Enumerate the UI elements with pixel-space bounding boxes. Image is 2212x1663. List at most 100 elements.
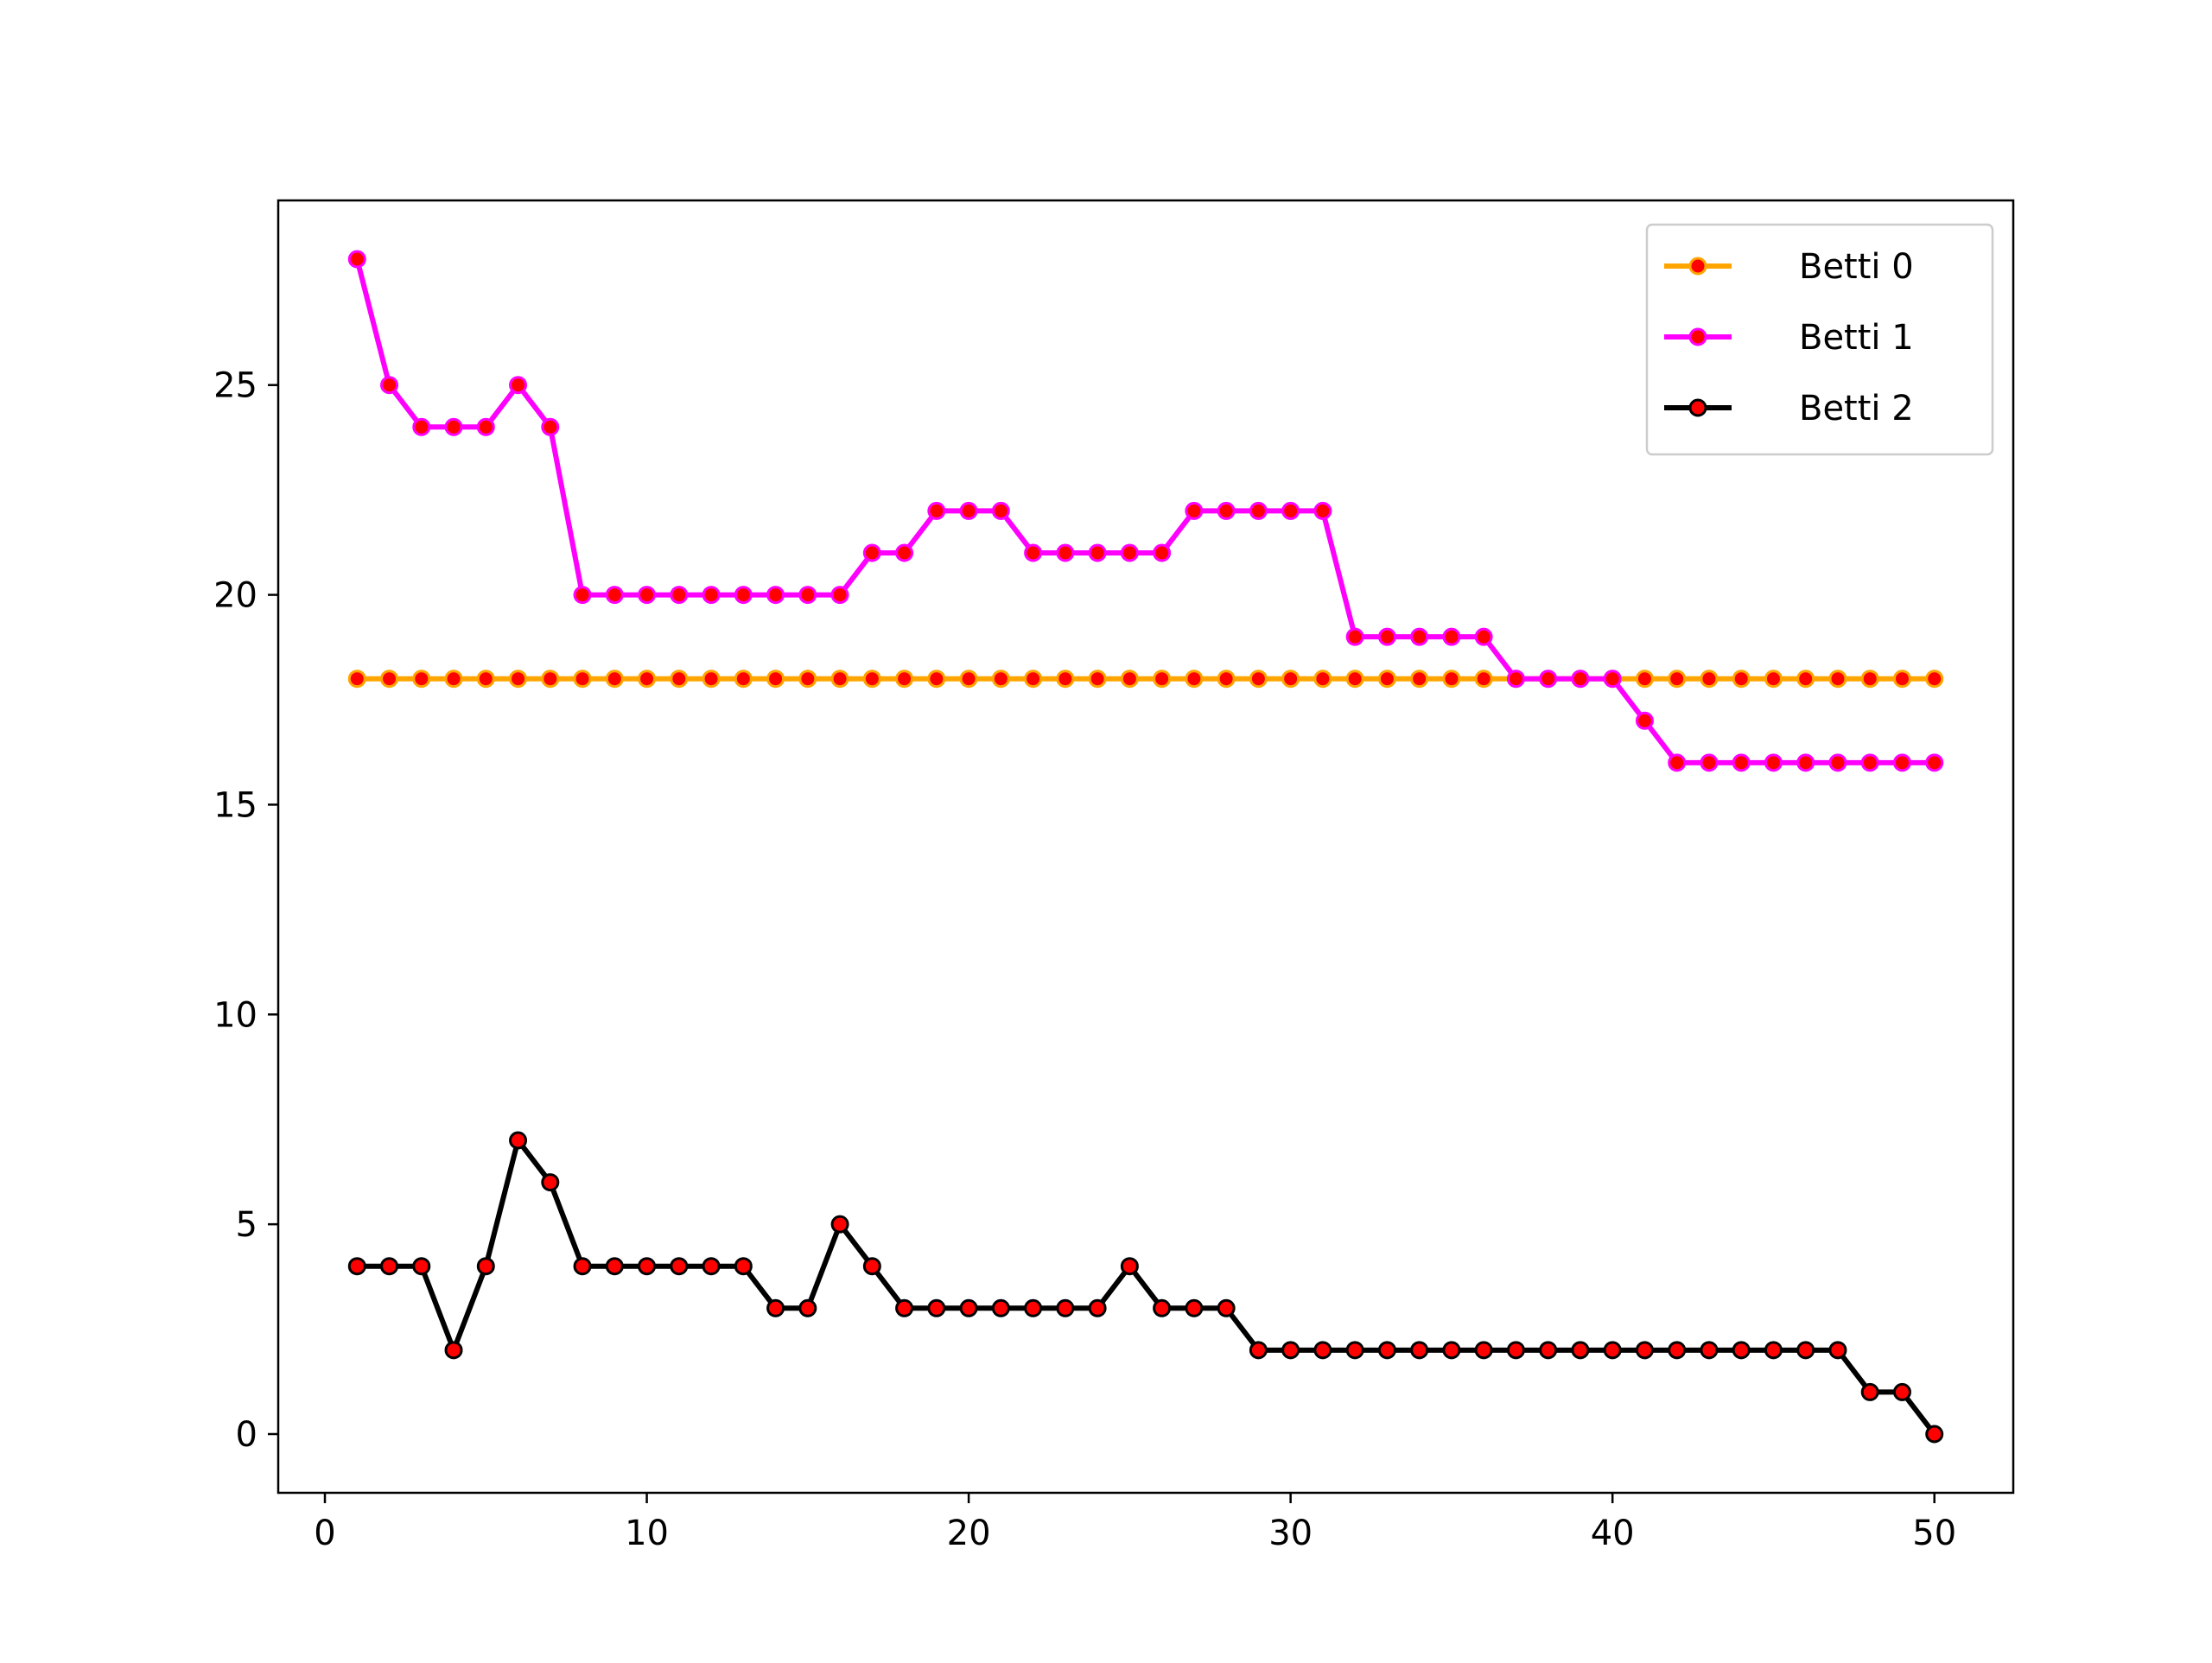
data-point bbox=[702, 586, 721, 605]
data-point bbox=[927, 670, 946, 689]
x-tick-label: 10 bbox=[625, 1514, 669, 1553]
data-point bbox=[1668, 753, 1687, 772]
plot-area bbox=[347, 250, 1944, 1444]
data-point bbox=[605, 1257, 624, 1276]
data-point bbox=[959, 1298, 978, 1317]
data-point bbox=[1377, 1341, 1396, 1360]
data-point bbox=[573, 670, 592, 689]
data-point bbox=[1249, 670, 1268, 689]
data-point bbox=[895, 543, 914, 562]
axes-frame bbox=[276, 199, 2015, 1495]
data-point bbox=[959, 501, 978, 520]
data-point bbox=[766, 586, 785, 605]
series-2 bbox=[347, 1131, 1944, 1444]
data-point bbox=[1860, 753, 1879, 772]
legend-label: Betti 2 bbox=[1799, 389, 1914, 428]
data-point bbox=[412, 1257, 431, 1276]
data-point bbox=[1732, 1341, 1751, 1360]
data-point bbox=[1442, 627, 1461, 646]
data-point bbox=[444, 670, 463, 689]
data-point bbox=[1185, 670, 1204, 689]
data-point bbox=[1506, 1341, 1525, 1360]
data-point bbox=[1539, 1341, 1558, 1360]
data-point bbox=[1925, 1425, 1944, 1444]
data-point bbox=[1185, 1298, 1204, 1317]
data-point bbox=[959, 670, 978, 689]
data-point bbox=[1056, 670, 1075, 689]
data-point bbox=[1571, 1341, 1590, 1360]
data-point bbox=[830, 586, 849, 605]
data-point bbox=[1185, 501, 1204, 520]
data-point bbox=[1281, 1341, 1300, 1360]
data-point bbox=[1410, 627, 1429, 646]
data-point bbox=[862, 670, 881, 689]
data-point bbox=[830, 1215, 849, 1234]
data-point bbox=[1153, 670, 1172, 689]
data-point bbox=[1153, 543, 1172, 562]
x-tick-label: 40 bbox=[1591, 1514, 1635, 1553]
legend-swatch-marker bbox=[1688, 398, 1707, 417]
data-point bbox=[1635, 711, 1654, 730]
data-point bbox=[895, 1298, 914, 1317]
legend-swatch-marker bbox=[1688, 327, 1707, 346]
data-point bbox=[1153, 1298, 1172, 1317]
data-point bbox=[476, 417, 495, 436]
y-tick-label: 15 bbox=[213, 785, 257, 825]
data-point bbox=[927, 501, 946, 520]
data-point bbox=[1442, 1341, 1461, 1360]
data-point bbox=[1345, 670, 1364, 689]
legend-item: Betti 2 bbox=[1664, 389, 1914, 428]
data-point bbox=[541, 417, 560, 436]
data-point bbox=[830, 670, 849, 689]
data-point bbox=[541, 670, 560, 689]
legend-label: Betti 1 bbox=[1799, 318, 1914, 358]
data-point bbox=[991, 670, 1010, 689]
legend-label: Betti 0 bbox=[1799, 247, 1914, 287]
data-point bbox=[1088, 1298, 1107, 1317]
data-point bbox=[1764, 1341, 1783, 1360]
data-point bbox=[1860, 670, 1879, 689]
data-point bbox=[476, 1257, 495, 1276]
data-point bbox=[798, 670, 817, 689]
data-point bbox=[1474, 627, 1493, 646]
data-point bbox=[702, 1257, 721, 1276]
data-point bbox=[1217, 670, 1236, 689]
series-1 bbox=[347, 250, 1944, 772]
data-point bbox=[1088, 543, 1107, 562]
data-point bbox=[541, 1173, 560, 1192]
data-point bbox=[1925, 670, 1944, 689]
data-point bbox=[1281, 670, 1300, 689]
data-point bbox=[1442, 670, 1461, 689]
data-point bbox=[444, 1341, 463, 1360]
y-tick-label: 5 bbox=[236, 1205, 257, 1245]
legend-item: Betti 1 bbox=[1664, 318, 1914, 358]
data-point bbox=[1120, 670, 1139, 689]
data-point bbox=[347, 250, 366, 269]
data-point bbox=[412, 670, 431, 689]
data-point bbox=[1281, 501, 1300, 520]
data-point bbox=[1796, 670, 1815, 689]
data-point bbox=[1377, 670, 1396, 689]
data-point bbox=[734, 1257, 753, 1276]
data-point bbox=[1024, 1298, 1043, 1317]
data-point bbox=[927, 1298, 946, 1317]
data-point bbox=[573, 1257, 592, 1276]
data-point bbox=[1024, 543, 1043, 562]
data-point bbox=[638, 586, 657, 605]
data-point bbox=[380, 376, 399, 395]
data-point bbox=[798, 586, 817, 605]
data-point bbox=[347, 670, 366, 689]
x-axis: 0 10 20 30 40 50 bbox=[314, 1493, 1956, 1553]
data-point bbox=[605, 586, 624, 605]
data-point bbox=[1217, 501, 1236, 520]
data-point bbox=[895, 670, 914, 689]
data-point bbox=[766, 1298, 785, 1317]
data-point bbox=[1668, 1341, 1687, 1360]
data-point bbox=[1313, 1341, 1332, 1360]
data-point bbox=[1249, 1341, 1268, 1360]
data-point bbox=[1539, 670, 1558, 689]
data-point bbox=[476, 670, 495, 689]
data-point bbox=[1892, 753, 1911, 772]
